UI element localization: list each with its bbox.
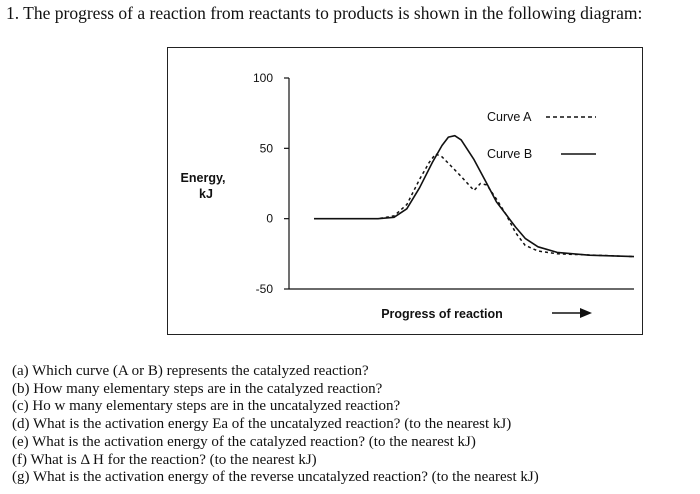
progress-arrow-head [580, 308, 592, 318]
y-tick-label: -50 [256, 282, 274, 296]
chart-frame: 100 50 0 -50 Curve A Curve B Energy, kJ Progre… [167, 47, 643, 335]
y-axis-label: Energy, [181, 171, 226, 185]
question-part: (d) What is the activation energy Ea of … [12, 416, 512, 433]
question-list: (a) Which curve (A or B) represents the … [12, 363, 539, 487]
y-tick-label: 0 [266, 212, 273, 226]
legend-label-curve-a: Curve A [487, 110, 532, 124]
question-part: (g) What is the activation energy of the… [12, 469, 539, 486]
series-line-curve-b [314, 134, 635, 258]
y-tick-label: 50 [260, 141, 274, 155]
question-part: (e) What is the activation energy of the… [12, 433, 476, 450]
series-line-curve-a [314, 153, 635, 258]
energy-diagram: 100 50 0 -50 Curve A Curve B Energy, kJ Progre… [181, 71, 635, 321]
question-part: (b) How many elementary steps are in the… [12, 380, 383, 397]
y-tick-label: 100 [253, 71, 273, 85]
x-axis-label: Progress of reaction [381, 307, 503, 321]
question-part: (a) Which curve (A or B) represents the … [12, 363, 369, 379]
question-part: (c) Ho w many elementary steps are in th… [12, 398, 401, 415]
y-axis-unit-label: kJ [199, 187, 213, 201]
question-intro: 1. The progress of a reaction from react… [6, 3, 643, 23]
legend-label-curve-b: Curve B [487, 147, 532, 161]
question-part: (f) What is Δ H for the reaction? (to th… [12, 451, 317, 468]
